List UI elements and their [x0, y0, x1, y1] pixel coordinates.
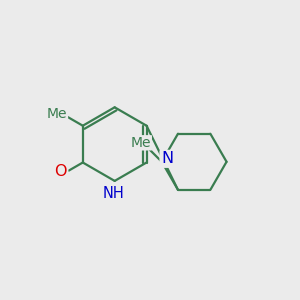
Text: N: N [161, 151, 173, 166]
Text: NH: NH [102, 186, 124, 201]
Text: O: O [54, 164, 67, 179]
Text: Me: Me [131, 136, 151, 150]
Text: Me: Me [47, 107, 68, 121]
